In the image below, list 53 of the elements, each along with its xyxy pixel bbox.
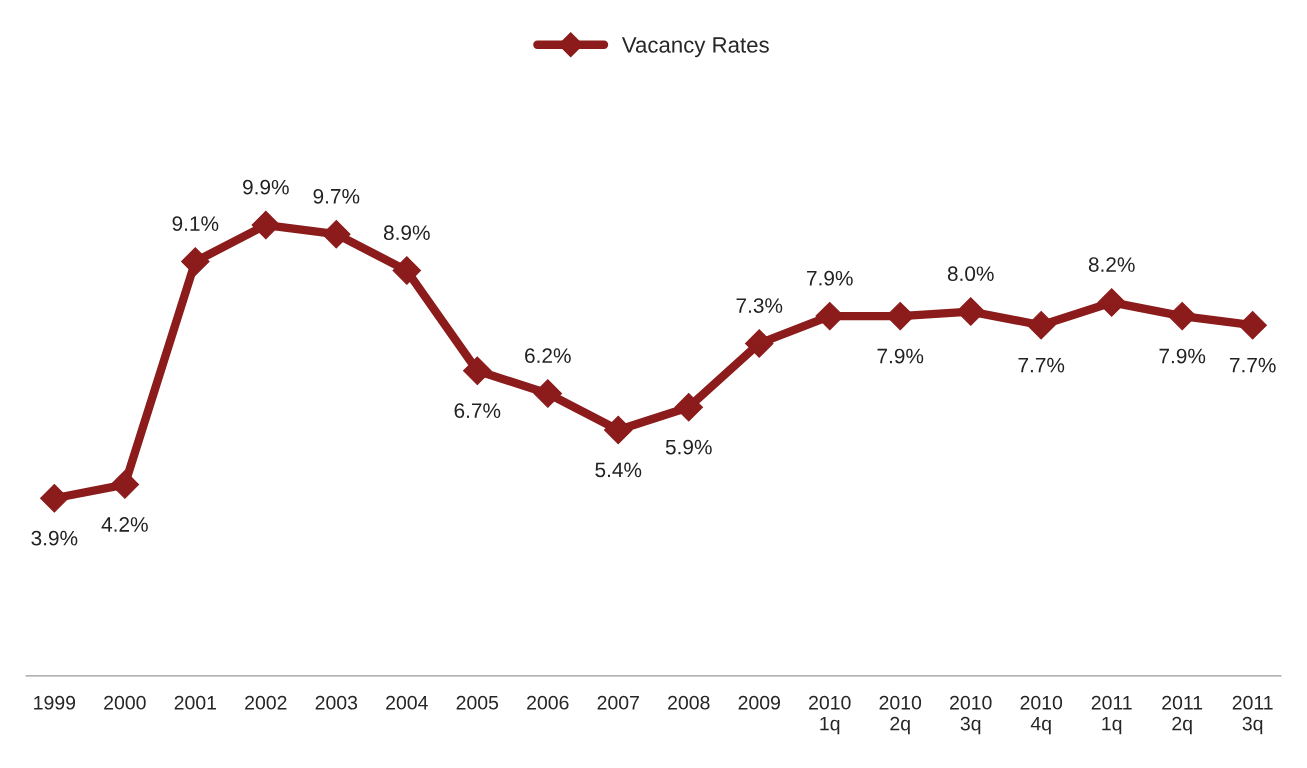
data-label: 6.7% (454, 403, 501, 419)
x-tick-label: 2011 1q (1091, 695, 1132, 735)
point (1238, 310, 1267, 340)
legend-label: Vacancy Rates (621, 37, 769, 58)
x-tick-label: 2010 1q (809, 695, 851, 735)
data-label: 7.3% (736, 298, 783, 313)
point (181, 247, 210, 276)
data-label: 9.1% (172, 216, 219, 231)
x-tick-label: 2004 (386, 695, 428, 710)
x-tick-label: 2010 4q (1020, 695, 1063, 735)
x-tick-label: 2000 (104, 695, 146, 710)
x-tick-label: 1999 (34, 695, 76, 710)
data-label: 5.4% (595, 462, 642, 478)
data-label: 9.9% (243, 179, 289, 195)
point (603, 415, 633, 445)
point (463, 356, 492, 386)
data-label: 9.7% (313, 188, 360, 204)
data-label: 8.9% (383, 225, 430, 241)
data-label: 7.7% (1018, 357, 1065, 373)
point (674, 392, 704, 422)
data-label: 6.2% (525, 348, 571, 364)
point (110, 470, 140, 499)
data-label: 7.9% (807, 270, 853, 286)
x-tick-label: 2005 (456, 695, 499, 710)
point (1097, 288, 1126, 317)
data-label: 4.2% (101, 517, 148, 532)
x-tick-label: 2011 2q (1162, 695, 1203, 735)
x-tick-label: 2003 (315, 695, 358, 710)
x-tick-label: 2008 (668, 695, 710, 710)
x-tick-label: 2011 3q (1232, 695, 1273, 735)
x-tick-label: 2009 (738, 695, 780, 710)
point (40, 483, 69, 513)
x-tick-label: 2010 2q (879, 695, 922, 735)
point (392, 256, 422, 285)
point (956, 297, 985, 326)
data-label: 3.9% (31, 530, 78, 546)
data-label: 8.0% (947, 266, 994, 282)
point (533, 379, 563, 408)
data-label: 7.7% (1229, 357, 1276, 373)
x-tick-label: 2010 3q (950, 695, 992, 735)
data-label: 7.9% (877, 348, 924, 364)
x-tick-label: 2002 (245, 695, 287, 710)
point (1167, 301, 1197, 331)
point (251, 210, 281, 240)
x-tick-label: 2007 (597, 695, 639, 710)
point (322, 219, 351, 249)
point (744, 329, 774, 358)
x-tick-label: 2001 (174, 695, 216, 710)
data-label: 5.9% (665, 439, 712, 455)
point (1026, 310, 1056, 340)
data-label: 7.9% (1159, 348, 1206, 364)
x-tick-label: 2006 (527, 695, 569, 710)
data-label: 8.2% (1088, 257, 1135, 272)
